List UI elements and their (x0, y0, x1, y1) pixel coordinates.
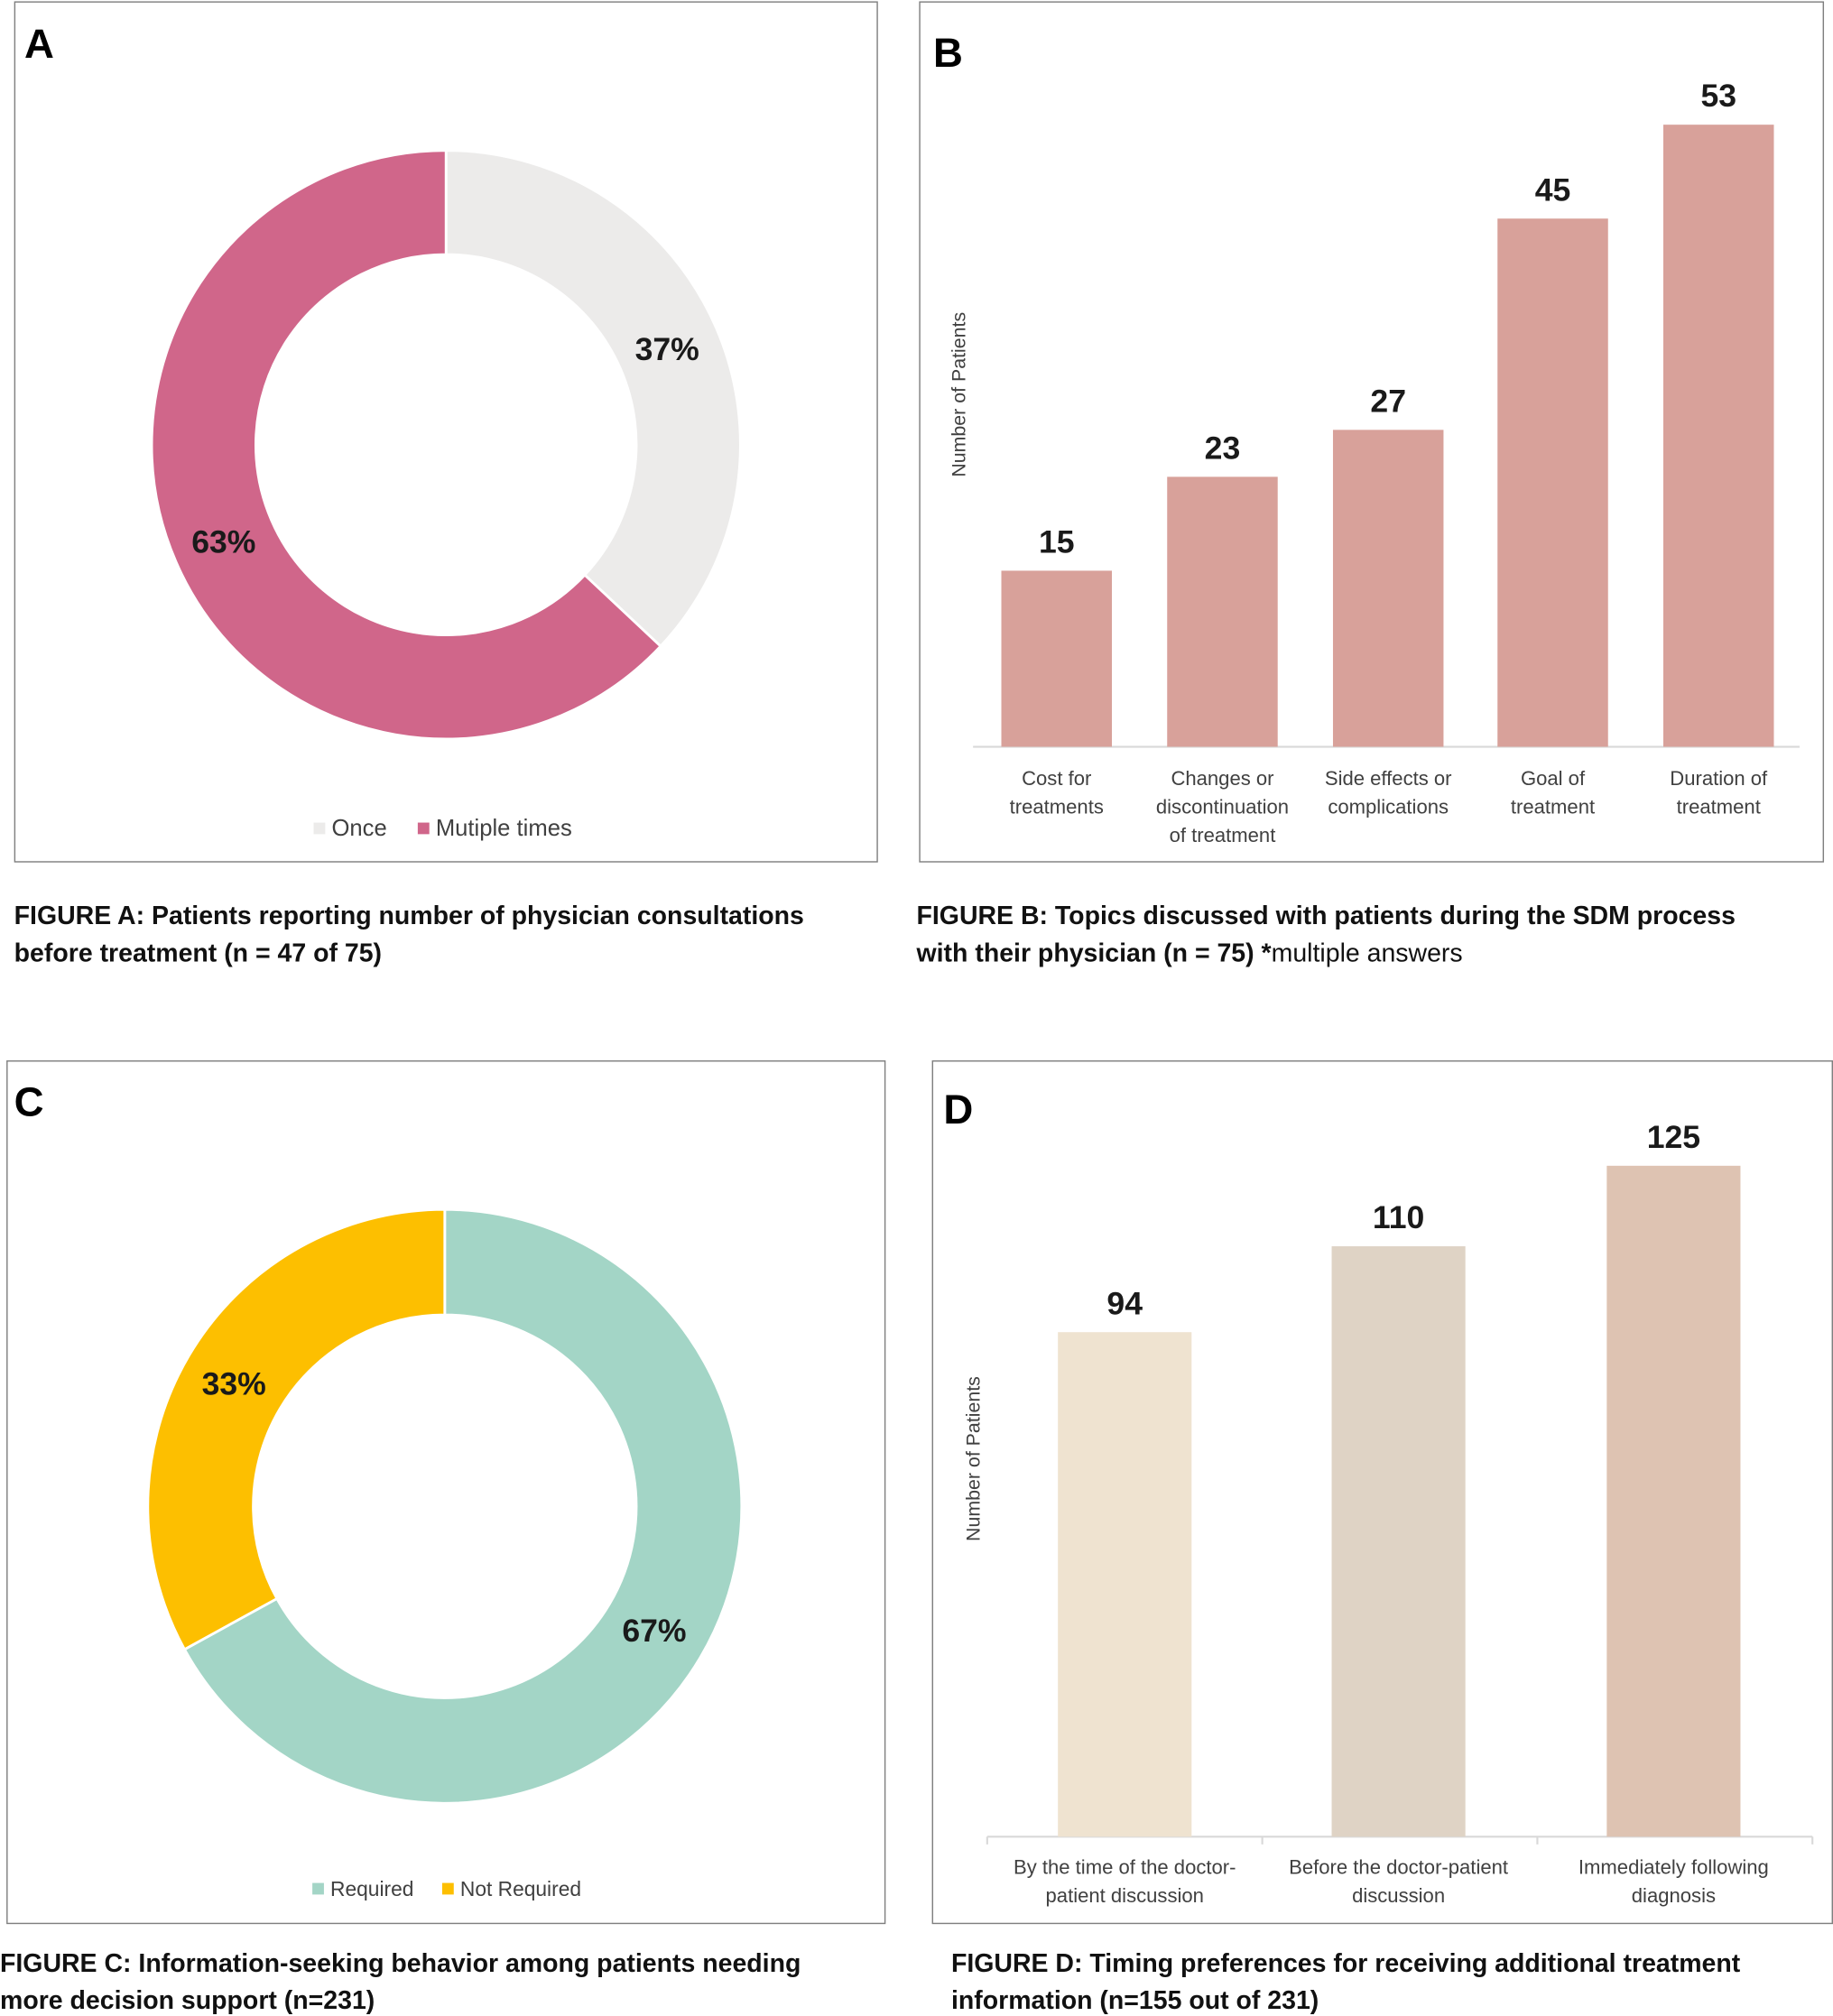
bar-3 (1332, 430, 1444, 747)
bar-value-label-1: 94 (1106, 1285, 1143, 1321)
x-tick-label-4: Goal of treatment (1511, 767, 1595, 818)
data-label-once: 37% (635, 331, 699, 367)
donut-slice-once (444, 149, 742, 649)
bar-value-label-3: 27 (1370, 383, 1406, 419)
bar-value-label-3: 125 (1647, 1119, 1700, 1155)
legend-swatch-once (313, 822, 326, 835)
caption-c-line2: more decision support (n=231) (0, 1986, 375, 2015)
x-tick-label-line: Duration of (1670, 767, 1768, 790)
x-tick-label-line: discontinuation (1156, 796, 1289, 818)
x-tick-label-1: By the time of the doctor-patient discus… (1014, 1856, 1236, 1907)
x-tick-label-line: diagnosis (1632, 1884, 1716, 1907)
caption-a-line2: before treatment (n = 47 of 75) (14, 939, 382, 967)
x-tick-label-2: Changes or discontinuation of treatment (1156, 767, 1289, 846)
x-tick-label-line: of treatment (1170, 824, 1276, 846)
caption-b-line2-bold: with their physician (n = 75) * (915, 939, 1272, 967)
donut-slice-mutiple-times (150, 149, 662, 741)
panel-d-label: D (943, 1087, 973, 1133)
x-tick-label-line: treatment (1677, 796, 1761, 818)
x-tick-label-line: treatment (1511, 796, 1595, 818)
bar-4 (1497, 218, 1608, 747)
x-tick-label-line: Before the doctor-patient (1289, 1856, 1508, 1879)
caption-d-line1: FIGURE D: Timing preferences for receivi… (951, 1949, 1741, 1978)
legend-label-not-required: Not Required (460, 1877, 581, 1900)
x-tick-label-line: complications (1328, 796, 1449, 818)
x-tick-label-line: Side effects or (1325, 767, 1452, 790)
x-tick-label-3: Side effects or complications (1325, 767, 1452, 818)
x-tick-label-line: By the time of the doctor- (1014, 1856, 1236, 1879)
legend-swatch-not-required (441, 1882, 454, 1895)
bar-chart-d: 94 By the time of the doctor-patient disc… (986, 1119, 1814, 1907)
x-tick-label-2: Before the doctor-patient discussion (1289, 1856, 1508, 1907)
legend-swatch-mutiple-times (417, 822, 430, 835)
donut-slice-required (182, 1207, 744, 1805)
x-tick-label-line: Changes or (1171, 767, 1273, 790)
caption-d-line2: information (n=155 out of 231) (951, 1986, 1319, 2015)
bar-2 (1167, 476, 1278, 747)
bar-5 (1662, 125, 1774, 747)
x-tick-label-line: patient discussion (1046, 1884, 1204, 1907)
donut-chart-c: 67% Required 33% Not Required (146, 1207, 744, 1900)
caption-b-line1: FIGURE B: Topics discussed with patients… (916, 902, 1735, 930)
y-axis-label-d: Number of Patients (962, 1376, 984, 1541)
bar-value-label-4: 45 (1535, 171, 1571, 208)
x-tick-label-1: Cost for treatments (1010, 767, 1104, 818)
bar-2 (1331, 1246, 1466, 1837)
caption-b-note: multiple answers (1272, 939, 1463, 967)
x-tick-label-5: Duration of treatment (1670, 767, 1768, 818)
legend-swatch-required (312, 1882, 324, 1895)
caption-c-line1: FIGURE C: Information-seeking behavior a… (0, 1949, 801, 1978)
x-tick-label-line: Immediately following (1578, 1856, 1769, 1879)
bar-1 (1001, 570, 1112, 747)
legend-label-required: Required (330, 1877, 413, 1900)
panel-a-label: A (24, 21, 54, 67)
caption-b-line2: with their physician (n = 75) *multiple … (915, 939, 1462, 967)
data-label-required: 67% (622, 1613, 686, 1649)
panel-c-label: C (14, 1078, 44, 1124)
donut-chart-a: 37% Once 63% Mutiple times (150, 149, 742, 841)
x-tick-label-line: Cost for (1022, 767, 1091, 790)
bar-chart-b: 15 Cost for treatments 23 Changes or disconti… (1001, 78, 1774, 846)
bar-value-label-5: 53 (1700, 78, 1736, 114)
donut-slice-not-required (146, 1207, 447, 1651)
x-tick-label-3: Immediately following diagnosis (1578, 1856, 1769, 1907)
legend-label-once: Once (331, 816, 386, 841)
bar-value-label-2: 23 (1205, 430, 1241, 466)
caption-a-line1: FIGURE A: Patients reporting number of p… (14, 902, 804, 930)
bar-3 (1606, 1165, 1741, 1837)
bar-value-label-2: 110 (1373, 1199, 1424, 1235)
bar-value-label-1: 15 (1039, 523, 1075, 559)
panel-b-label: B (933, 30, 963, 76)
x-tick-label-line: Goal of (1521, 767, 1586, 790)
x-tick-label-line: treatments (1010, 796, 1104, 818)
bar-1 (1058, 1332, 1192, 1837)
y-axis-label-b: Number of Patients (949, 312, 970, 477)
x-tick-label-line: discussion (1352, 1884, 1445, 1907)
data-label-mutiple-times: 63% (191, 523, 255, 559)
data-label-not-required: 33% (202, 1365, 266, 1401)
legend-label-mutiple-times: Mutiple times (436, 816, 572, 841)
